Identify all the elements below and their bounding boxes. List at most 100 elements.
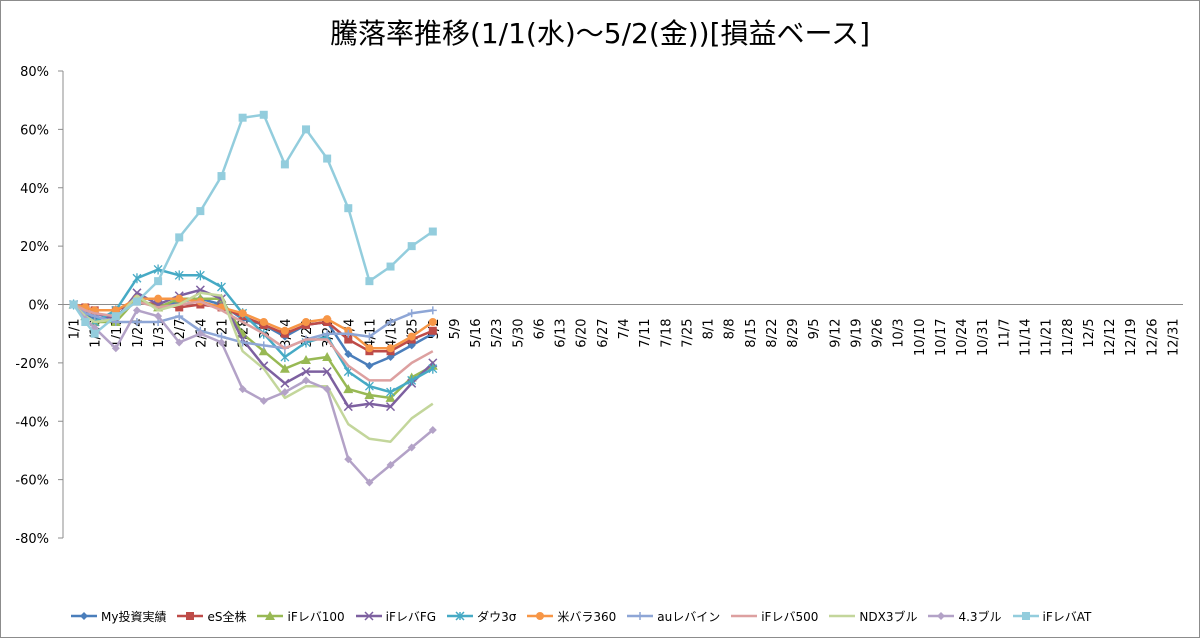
series-point-9 (238, 385, 247, 394)
x-tick-label: 1/24 (131, 319, 146, 348)
series-point-10 (365, 277, 374, 286)
x-tick-label: 9/12 (828, 319, 843, 348)
series-point-9 (154, 312, 163, 321)
series-point-4 (153, 264, 163, 275)
series-point-2 (364, 389, 375, 399)
legend-item: eS全株 (176, 606, 246, 626)
series-point-10 (132, 297, 141, 306)
legend-item: iFレバ500 (730, 606, 818, 626)
series-point-1 (344, 335, 353, 344)
series-point-5 (323, 315, 332, 324)
legend-label: ダウ3σ (477, 609, 517, 624)
series-point-10 (154, 277, 163, 286)
series-point-0 (344, 350, 353, 359)
series-point-5 (280, 326, 289, 335)
series-point-2 (301, 354, 312, 364)
series-point-5 (238, 309, 247, 318)
series-point-9 (344, 455, 353, 464)
legend-label: iFレバAT (1042, 609, 1092, 624)
x-tick-label: 10/17 (934, 319, 949, 356)
x-tick-label: 9/19 (849, 319, 864, 348)
x-tick-label: 12/19 (1124, 319, 1139, 356)
x-tick-label: 10/3 (892, 319, 907, 348)
series-point-9 (386, 461, 395, 470)
legend-swatch (355, 611, 382, 621)
series-point-5 (175, 294, 184, 303)
x-tick-label: 7/18 (659, 319, 674, 348)
series-point-4 (132, 273, 142, 284)
series-point-2 (322, 352, 333, 362)
x-tick-label: 5/16 (469, 319, 484, 348)
series-point-5 (386, 344, 395, 353)
x-tick-label: 6/20 (575, 319, 590, 348)
series-point-10 (259, 110, 268, 119)
legend-swatch (1012, 612, 1039, 620)
series-point-2 (385, 392, 396, 402)
legend-item: iFレバAT (1012, 606, 1092, 626)
legend-item: iFレバ100 (256, 606, 345, 626)
legend-label: iFレバ500 (761, 609, 819, 624)
series-line-8 (72, 291, 434, 443)
series-point-10 (323, 154, 332, 163)
x-tick-label: 5/23 (490, 318, 505, 347)
series-point-3 (343, 402, 353, 412)
legend-swatch (731, 614, 758, 618)
series-point-9 (323, 385, 332, 394)
series-point-0 (365, 361, 374, 370)
legend-label: NDX3ブル (859, 609, 918, 624)
x-tick-label: 12/12 (1103, 319, 1118, 356)
series-point-10 (386, 262, 395, 271)
series-point-5 (154, 294, 163, 303)
series-point-5 (407, 332, 416, 341)
x-tick-label: 12/26 (1145, 319, 1160, 356)
legend-swatch (257, 611, 284, 620)
legend-label: 米バラ360 (557, 609, 617, 624)
legend-label: My投資実績 (101, 609, 167, 624)
series-point-10 (81, 318, 90, 327)
series-point-3 (132, 288, 142, 298)
legend-label: iFレバFG (385, 609, 437, 624)
x-tick-label: 11/14 (1019, 319, 1034, 356)
series-point-9 (302, 376, 311, 385)
y-tick-label: 0% (28, 299, 49, 314)
y-tick-label: 60% (20, 123, 49, 138)
x-tick-label: 10/10 (913, 319, 928, 356)
series-point-6 (365, 332, 374, 341)
series-point-4 (174, 270, 184, 281)
chart-legend: My投資実績 eS全株 iFレバ100 iFレバFG ダウ3σ 米バラ360 auレバイン i… (70, 606, 1150, 626)
series-point-1 (428, 326, 437, 335)
series-point-4 (407, 375, 417, 386)
y-tick-label: -80% (15, 532, 49, 547)
series-point-9 (132, 306, 141, 315)
series-point-2 (279, 363, 290, 373)
x-tick-label: 9/5 (807, 319, 822, 340)
legend-swatch (447, 611, 474, 621)
series-point-10 (302, 125, 311, 134)
x-tick-label: 7/25 (680, 319, 695, 348)
series-point-5 (259, 318, 268, 327)
y-tick-label: -20% (15, 357, 49, 372)
series-point-10 (407, 242, 416, 251)
series-point-4 (428, 363, 438, 374)
legend-label: iFレバ100 (287, 609, 345, 624)
legend-swatch (627, 612, 654, 620)
series-point-3 (280, 378, 290, 388)
x-tick-label: 2/7 (173, 319, 188, 340)
x-tick-label: 10/31 (976, 319, 991, 356)
series-point-9 (196, 329, 205, 338)
x-tick-label: 12/31 (1166, 319, 1181, 356)
x-tick-label: 11/7 (997, 319, 1012, 348)
series-point-5 (302, 318, 311, 327)
y-tick-label: 40% (20, 182, 49, 197)
series-point-9 (259, 396, 268, 405)
legend-item: ダウ3σ (446, 606, 516, 626)
chart-title: 騰落率推移(1/1(水)～5/2(金))[損益ベース] (329, 17, 871, 50)
series-point-6 (344, 329, 353, 338)
series-point-4 (195, 270, 205, 281)
legend-label: 4.3ブル (958, 609, 1002, 624)
legend-swatch (527, 612, 554, 620)
series-point-6 (132, 318, 141, 327)
series-point-3 (301, 367, 311, 377)
series-point-6 (259, 341, 268, 350)
